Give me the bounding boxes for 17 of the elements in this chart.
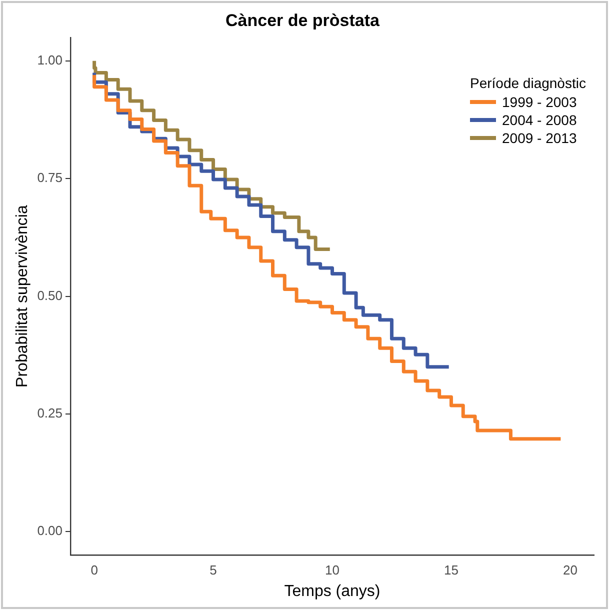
y-tick-label: 0.75 <box>37 170 62 186</box>
x-tick-label: 15 <box>444 562 458 578</box>
y-tick-label: 1.00 <box>37 52 62 68</box>
legend-title: Període diagnòstic <box>470 75 586 91</box>
x-tick-label: 5 <box>210 562 217 578</box>
y-tick-label: 0.25 <box>37 406 62 421</box>
y-axis-title: Probabilitat supervivència <box>14 205 32 388</box>
x-tick-label: 20 <box>562 562 578 578</box>
legend-label: 1999 - 2003 <box>502 94 577 110</box>
legend-label: 2004 - 2008 <box>502 112 577 128</box>
legend-label: 2009 - 2013 <box>502 130 577 146</box>
y-tick-label: 0.00 <box>37 523 62 538</box>
x-axis-title: Temps (anys) <box>284 582 380 600</box>
y-tick-label: 0.50 <box>37 288 62 303</box>
x-tick-label: 0 <box>90 562 98 578</box>
chart-title: Càncer de pròstata <box>226 10 380 30</box>
x-tick-label: 10 <box>325 562 340 578</box>
